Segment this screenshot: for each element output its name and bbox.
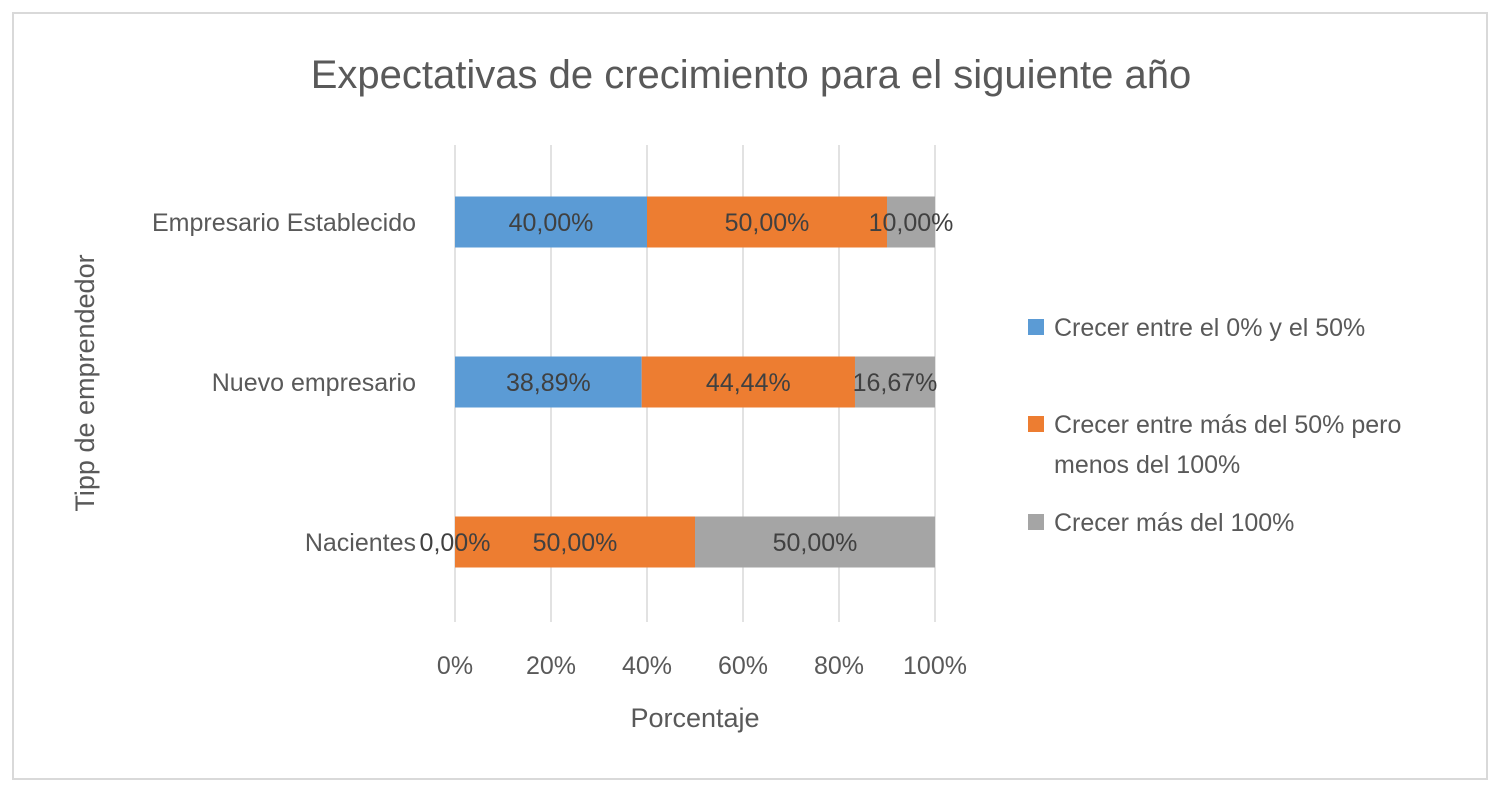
legend-item: Crecer más del 100%: [1028, 509, 1294, 537]
bar-segment: [695, 516, 935, 568]
legend-swatch: [1028, 319, 1044, 335]
x-tick-label: 20%: [526, 652, 576, 680]
legend-item: Crecer entre el 0% y el 50%: [1028, 314, 1365, 342]
bar-segment: [455, 196, 647, 248]
category-label: Nuevo empresario: [212, 369, 416, 397]
bar-segment: [647, 196, 887, 248]
x-axis-title: Porcentaje: [630, 703, 759, 733]
data-label: 0,00%: [420, 529, 491, 557]
x-tick-labels: 0% 20% 40% 60% 80% 100%: [437, 652, 967, 680]
legend-swatch: [1028, 416, 1044, 432]
legend-label: Crecer más del 100%: [1054, 509, 1294, 537]
data-label: 40,00%: [509, 209, 594, 237]
legend-item: Crecer entre más del 50% pero menos del 1…: [1028, 411, 1401, 479]
bar-segment: [455, 356, 642, 408]
bar-segment: [887, 196, 935, 248]
data-label: 50,00%: [725, 209, 810, 237]
data-label: 50,00%: [773, 529, 858, 557]
category-labels: Empresario Establecido Nuevo empresario Na…: [152, 209, 416, 557]
data-labels: 40,00% 50,00% 10,00% 38,89% 44,44% 16,67% 0,00…: [420, 209, 954, 557]
x-tick-label: 60%: [718, 652, 768, 680]
x-tick-label: 0%: [437, 652, 473, 680]
legend-label: Crecer entre el 0% y el 50%: [1054, 314, 1365, 342]
data-label: 10,00%: [869, 209, 954, 237]
data-label: 50,00%: [533, 529, 618, 557]
category-label: Nacientes: [305, 529, 416, 557]
x-tick-label: 80%: [814, 652, 864, 680]
y-axis-title: Tipp de emprendedor: [70, 254, 100, 511]
data-label: 16,67%: [853, 369, 938, 397]
x-tick-label: 40%: [622, 652, 672, 680]
x-tick-label: 100%: [903, 652, 967, 680]
bar-segment: [455, 516, 695, 568]
category-label: Empresario Establecido: [152, 209, 416, 237]
legend: Crecer entre el 0% y el 50% Crecer entre …: [1028, 314, 1401, 537]
bar-segment: [854, 356, 935, 408]
data-label: 38,89%: [506, 369, 591, 397]
bar-segment: [641, 356, 855, 408]
legend-swatch: [1028, 514, 1044, 530]
data-label: 44,44%: [706, 369, 791, 397]
chart-title: Expectativas de crecimiento para el sigu…: [311, 53, 1192, 97]
bars: [455, 196, 935, 568]
legend-label: Crecer entre más del 50% pero menos del 1…: [1054, 411, 1401, 479]
